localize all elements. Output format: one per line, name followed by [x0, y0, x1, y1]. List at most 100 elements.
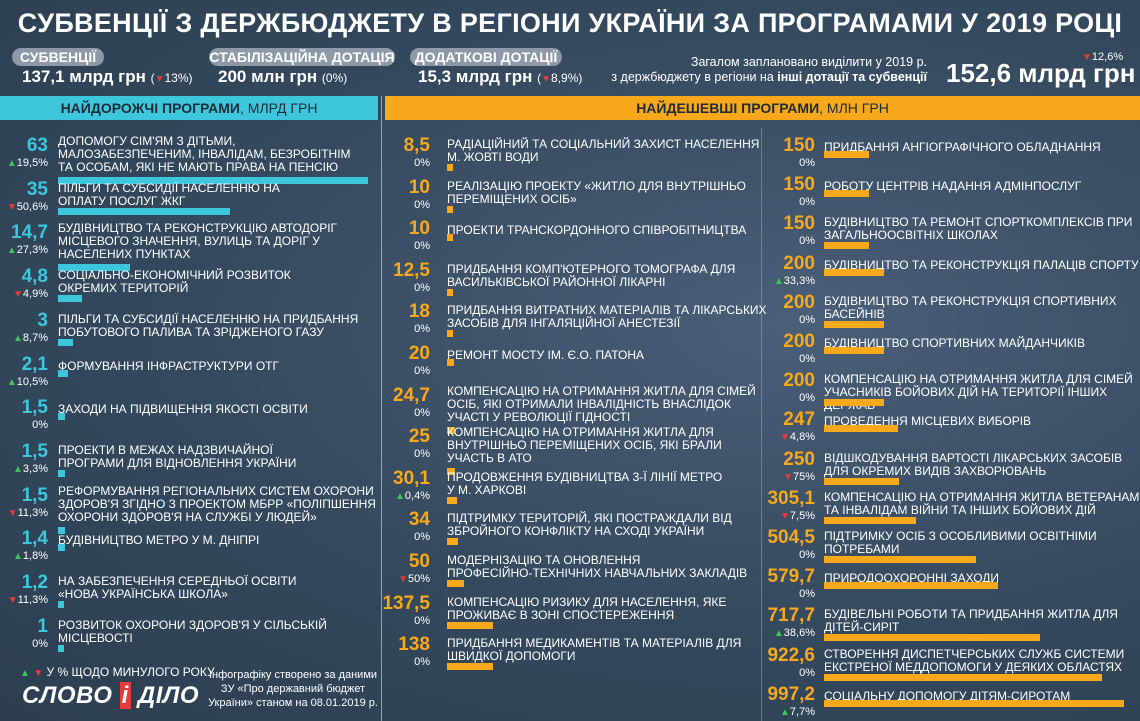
bar-value-label: 4,8 [21, 266, 48, 288]
program-label: БУДІВНИЦТВО ТА РЕКОНСТРУКЦІЯ СПОРТИВНИХ Б… [824, 294, 1117, 321]
change-pct: 0% [360, 240, 430, 252]
bar-value-label: 247 [783, 409, 815, 431]
bar [447, 359, 454, 366]
up-triangle-icon: ▲ [395, 490, 405, 502]
bar [58, 601, 64, 608]
bar-value-label: 2,1 [21, 353, 48, 375]
program-label-line: ЗАСОБІВ ДЛЯ ІНГАЛЯЦІЙНОЇ АНЕСТЕЗІЇ [447, 316, 681, 331]
program-label-line: ПІЛЬГИ ТА СУБСИДІЇ НАСЕЛЕННЮ НА [58, 180, 280, 195]
change-pct: ▲27,3% [0, 244, 48, 257]
header-cheapest-unit: , МЛН ГРН [819, 100, 889, 116]
program-label-line: ЗАГАЛЬНООСВІТНІХ ШКОЛАХ [824, 228, 998, 243]
program-label-line: СОЦІАЛЬНО-ЕКОНОМІЧНИЙ РОЗВИТОК [58, 268, 291, 283]
up-triangle-icon: ▲ [773, 275, 784, 287]
down-triangle-icon: ▼ [783, 471, 793, 483]
total-pct-text: 12,6% [1091, 51, 1124, 63]
program-label-line: ЗБРОЙНОГО КОНФЛІКТУ НА СХОДІ УКРАЇНИ [447, 524, 705, 539]
change-pct: ▲7,7% [745, 706, 815, 719]
logo-part-b: і [119, 682, 131, 709]
program-label-line: ОХОРОНИ ЗДОРОВ'Я НА СЛУЖБІ У ЛЮДЕЙ» [58, 509, 317, 524]
up-triangle-icon: ▲ [20, 668, 30, 679]
bar [447, 621, 493, 629]
program-label: РАДІАЦІЙНИЙ ТА СОЦІАЛЬНИЙ ЗАХИСТ НАСЕЛЕН… [447, 138, 759, 164]
up-triangle-icon: ▲ [6, 376, 17, 388]
bar [58, 369, 69, 377]
bar [824, 151, 870, 158]
program-label-line: БУДІВНИЦТВО МЕТРО У М. ДНІПРІ [58, 533, 260, 548]
program-label-line: КОМПЕНСАЦІЮ НА ОТРИМАННЯ ЖИТЛА ВЕТЕРАНАМ [824, 489, 1140, 504]
program-label-line: ПРОДОВЖЕННЯ БУДІВНИЦТВА 3-Ї ЛІНІЇ МЕТРО [447, 469, 723, 484]
change-pct-text: 0,4% [404, 489, 430, 502]
header-cheapest-bold: НАЙДЕШЕВШІ ПРОГРАМИ [636, 100, 820, 116]
program-label: БУДІВЕЛЬНІ РОБОТИ ТА ПРИДБАННЯ ЖИТЛА ДЛЯ… [824, 608, 1118, 634]
bar [824, 699, 1124, 707]
program-label: ПРОЕКТИ ТРАНСКОРДОННОГО СПІВРОБІТНИЦТВА [447, 224, 746, 237]
change-pct: ▲1,8% [0, 550, 48, 563]
change-pct-text: 33,3% [783, 274, 815, 287]
program-label: ПРИДБАННЯ КОМП'ЮТЕРНОГО ТОМОГРАФА ДЛЯ ВАС… [447, 262, 735, 289]
bar [824, 242, 870, 250]
change-pct: 0% [360, 199, 430, 211]
bar [447, 288, 453, 296]
change-pct-text: 11,3% [17, 506, 48, 519]
change-pct: ▲33,3% [745, 275, 815, 288]
change-pct: ▲38,6% [745, 627, 815, 640]
down-triangle-icon: ▼ [33, 668, 44, 679]
change-pct-text: 0% [799, 588, 815, 601]
summary-value-text: 200 млн грн [218, 67, 318, 86]
change-pct-text: 1,8% [22, 550, 48, 563]
change-pct-text: 8,7% [22, 331, 48, 344]
program-label-line: НАСЕЛЕНИХ ПУНКТАХ [58, 247, 191, 262]
program-label: БУДІВНИЦТВО ТА РЕМОНТ СПОРТКОМПЛЕКСІВ ПР… [824, 216, 1132, 242]
down-triangle-icon: ▼ [541, 74, 552, 85]
down-triangle-icon: ▼ [7, 507, 18, 519]
bar-value-label: 305,1 [767, 487, 815, 509]
program-label-line: ПІДТРИМКУ ТЕРИТОРІЙ, ЯКІ ПОСТРАЖДАЛИ ВІД [447, 511, 732, 526]
change-pct: ▲10,5% [0, 376, 48, 389]
program-label: РЕФОРМУВАННЯ РЕГІОНАЛЬНИХ СИСТЕМ ОХОРОНИ… [58, 484, 376, 524]
bar-value-label: 200 [783, 291, 815, 313]
change-pct-text: 4,8% [789, 431, 815, 444]
program-label-line: БУДІВНИЦТВО ТА РЕМОНТ СПОРТКОМПЛЕКСІВ ПР… [824, 215, 1133, 230]
program-label-line: МАЛОЗАБЕЗПЕЧЕНИМ, ІНВАЛІДАМ, БЕЗРОБІТНІМ [58, 147, 351, 161]
change-pct-text: 0% [414, 614, 430, 627]
bar [447, 426, 456, 434]
change-pct: ▼11,3% [0, 507, 48, 520]
change-pct: ▲0,4% [360, 490, 430, 503]
summary-label-subventions: СУБВЕНЦІЇ [12, 48, 104, 66]
up-triangle-icon: ▲ [13, 332, 23, 344]
total-pct: ▼12,6% [1082, 51, 1123, 63]
change-pct: 0% [360, 656, 430, 668]
program-label: МОДЕРНІЗАЦІЮ ТА ОНОВЛЕННЯ ПРОФЕСІЙНО-ТЕХН… [447, 554, 747, 580]
program-label-line: ЗДОРОВ'Я ЗГІДНО З ПРОЕКТОМ МБРР «ПОЛІПШЕ… [58, 496, 376, 511]
change-pct-text: 0% [799, 235, 815, 248]
program-label: ПРОВЕДЕННЯ МІСЦЕВИХ ВИБОРІВ [824, 415, 1031, 428]
bar-value-label: 579,7 [767, 566, 815, 588]
program-label-line: МІСЦЕВОГО ЗНАЧЕННЯ, ВУЛИЦЬ ТА ДОРІГ У [58, 234, 320, 249]
bar [447, 538, 459, 546]
change-pct: ▼50% [360, 573, 430, 586]
change-pct: ▼75% [745, 471, 815, 484]
total-note: Загалом заплановано виділити у 2019 р. з… [611, 55, 927, 85]
program-label-line: НА ЗАБЕЗПЕЧЕННЯ СЕРЕДНЬОЇ ОСВІТИ [58, 574, 297, 588]
change-pct-text: 7,5% [789, 509, 815, 522]
change-pct-text: 27,3% [16, 244, 48, 257]
bar [447, 580, 464, 587]
bar-value-label: 717,7 [767, 605, 815, 627]
program-label-line: ВАСИЛЬКІВСЬКОЇ РАЙОННОЇ ЛІКАРНІ [447, 274, 666, 289]
program-label-line: ДОПОМОГУ СІМ'ЯМ З ДІТЬМИ, [58, 134, 236, 148]
total-value: 152,6 млрд грн [946, 58, 1136, 88]
bar [58, 526, 66, 534]
summary-value-additional: 15,3 млрд грн (▼8,9%) [418, 67, 583, 86]
change-pct: 0% [360, 615, 430, 627]
bar [58, 644, 64, 652]
change-pct: ▼11,3% [0, 594, 48, 607]
program-label: КОМПЕНСАЦІЮ РИЗИКУ ДЛЯ НАСЕЛЕННЯ, ЯКЕ ПРО… [447, 595, 726, 622]
column-divider [761, 128, 762, 721]
header-expensive: НАЙДОРОЖЧІ ПРОГРАМИ, МЛРД ГРН [0, 96, 378, 120]
bar [824, 268, 885, 276]
change-pct-text: 0% [32, 637, 48, 650]
bar-value-label: 10 [408, 176, 430, 198]
program-label: РОБОТУ ЦЕНТРІВ НАДАННЯ АДМІНПОСЛУГ [824, 180, 1081, 193]
program-label-line: РОБОТУ ЦЕНТРІВ НАДАННЯ АДМІНПОСЛУГ [824, 179, 1082, 194]
